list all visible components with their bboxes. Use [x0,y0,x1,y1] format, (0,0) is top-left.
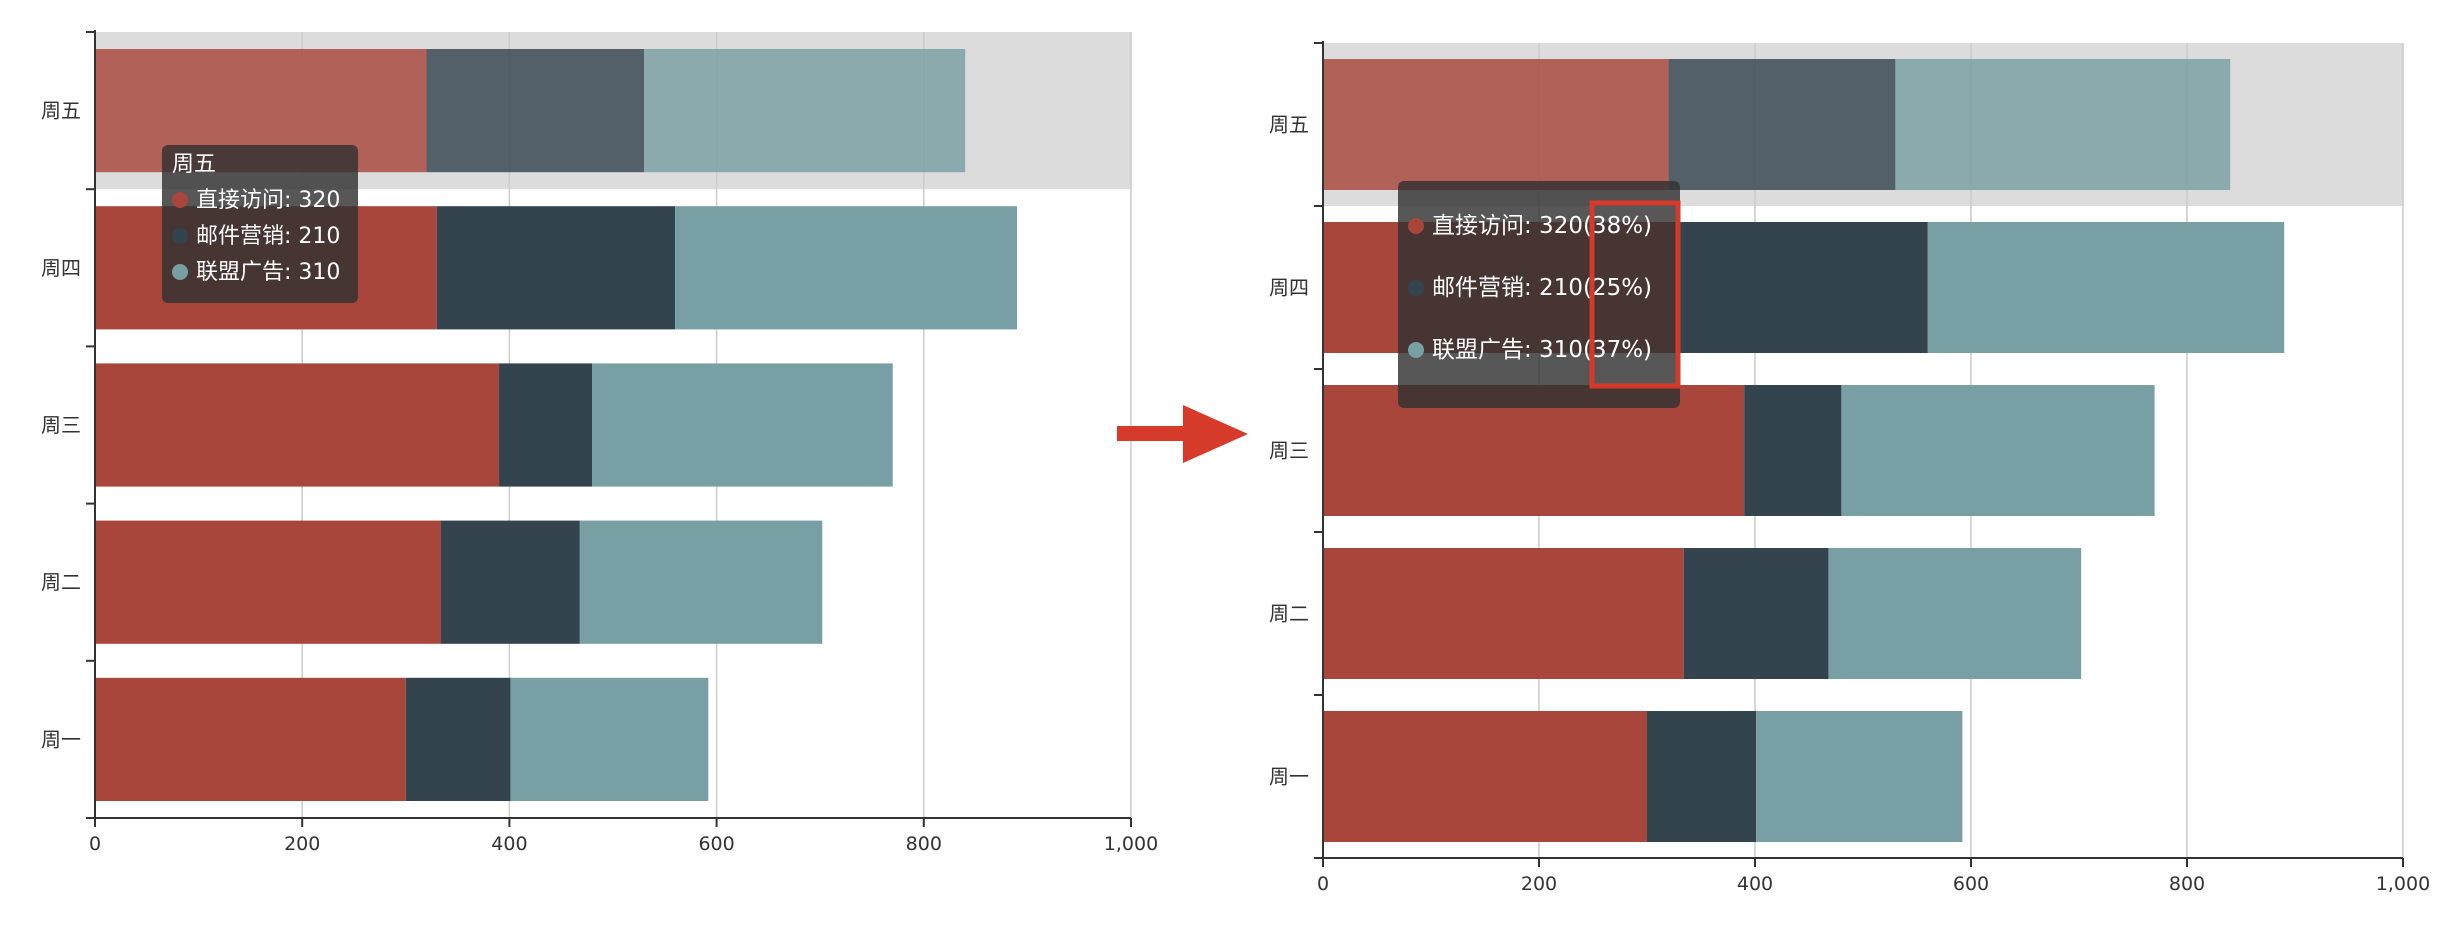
tooltip: 直接访问: 320(38%) 邮件营销: 210(25%) 联盟广告: 310(37… [1398,181,1680,408]
x-tick-label: 1,000 [1104,833,1158,855]
tooltip-line: 直接访问: 320(38%) [1432,213,1652,239]
tooltip-line: 联盟广告: 310(37%) [1432,337,1652,363]
bar[interactable] [675,206,1018,330]
x-tick-label: 0 [89,833,101,855]
legend-dot-icon [172,264,188,280]
bar[interactable] [436,206,676,330]
x-tick-label: 400 [1737,873,1773,895]
bar[interactable] [1841,385,2155,516]
bar[interactable] [510,677,709,801]
category-label: 周二 [1269,602,1309,626]
bar[interactable] [1895,59,2231,190]
legend-dot-icon [1408,218,1424,234]
x-tick-label: 200 [284,833,320,855]
x-tick-label: 200 [1521,873,1557,895]
bar[interactable] [1323,59,1669,190]
bar[interactable] [405,677,511,801]
category-label: 周五 [41,99,81,123]
bar[interactable] [95,677,406,801]
bar[interactable] [1683,548,1829,679]
legend-dot-icon [172,192,188,208]
legend-dot-icon [172,228,188,244]
category-label: 周三 [1269,439,1309,463]
chart-right: 周一 周二 周三 周四 周五 0 200 400 600 800 1,000 直接访问: 320(38… [1269,41,2430,895]
x-tick-label: 1,000 [2376,873,2430,895]
category-label: 周三 [41,413,81,437]
x-tick-label: 0 [1317,873,1329,895]
legend-dot-icon [1408,342,1424,358]
bar[interactable] [1744,385,1842,516]
bar[interactable] [579,520,823,644]
bar[interactable] [1647,711,1757,842]
tooltip-line: 邮件营销: 210(25%) [1432,275,1652,301]
x-tick-label: 600 [1953,873,1989,895]
category-label: 周二 [41,570,81,594]
category-label: 周五 [1269,113,1309,137]
tooltip-title: 周五 [172,152,216,177]
legend-dot-icon [1408,280,1424,296]
x-tick-label: 400 [491,833,527,855]
category-label: 周一 [41,727,81,751]
x-tick-label: 800 [906,833,942,855]
tooltip-line: 邮件营销: 210 [196,224,340,249]
bar[interactable] [1668,59,1896,190]
tooltip-box [162,145,358,303]
category-label: 周四 [1269,276,1309,300]
tooltip-line: 直接访问: 320 [196,188,340,213]
bar[interactable] [499,363,593,487]
x-tick-label: 800 [2169,873,2205,895]
bar[interactable] [644,49,966,173]
bar[interactable] [441,520,580,644]
x-tick-label: 600 [698,833,734,855]
bar[interactable] [1323,548,1684,679]
tooltip-line: 联盟广告: 310 [196,260,340,285]
bar[interactable] [1756,711,1963,842]
bar[interactable] [95,520,442,644]
bar[interactable] [95,363,500,487]
bar[interactable] [1679,222,1928,353]
bar[interactable] [426,49,645,173]
percentage-highlight-box [1589,200,1681,389]
tooltip-box [1398,181,1680,408]
bar[interactable] [1323,711,1647,842]
bar[interactable] [1927,222,2285,353]
bar[interactable] [592,363,893,487]
category-label: 周四 [41,256,81,280]
category-label: 周一 [1269,765,1309,789]
arrow-right-icon [1117,405,1248,463]
bar[interactable] [1828,548,2082,679]
